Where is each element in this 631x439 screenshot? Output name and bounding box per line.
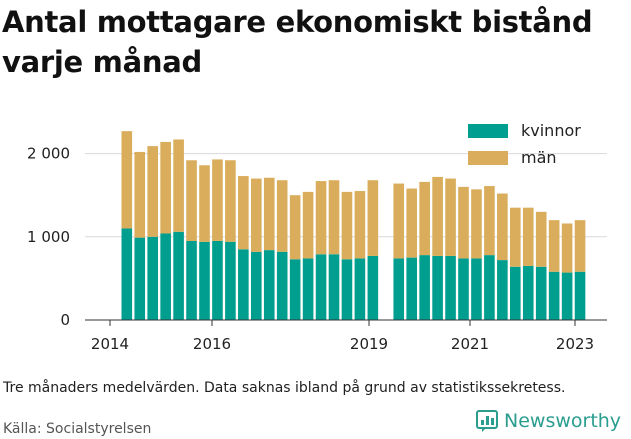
bar-kvinnor	[445, 255, 456, 320]
x-tick-label: 2016	[193, 335, 231, 350]
bar-man	[574, 220, 586, 272]
bar-kvinnor	[458, 258, 469, 320]
bar-kvinnor	[302, 258, 314, 320]
bar-kvinnor	[251, 251, 262, 320]
bar-kvinnor	[561, 272, 573, 320]
y-tick-label: 2 000	[27, 145, 70, 163]
y-tick-label: 0	[60, 311, 70, 329]
bar-man	[419, 181, 430, 256]
bar-kvinnor	[160, 233, 171, 320]
bar-kvinnor	[419, 255, 430, 320]
bar-kvinnor	[225, 241, 236, 320]
legend-swatch	[468, 124, 508, 138]
bar-man	[199, 165, 210, 242]
bar-kvinnor	[186, 240, 197, 320]
bar-kvinnor	[393, 258, 405, 320]
x-tick-label: 2014	[91, 335, 129, 350]
bar-man	[302, 191, 314, 259]
bar-kvinnor	[354, 258, 366, 320]
legend-label: kvinnor	[521, 121, 581, 140]
legend-label: män	[521, 148, 557, 167]
bar-man	[484, 186, 495, 256]
bar-man	[121, 131, 133, 229]
bar-kvinnor	[328, 254, 340, 320]
bar-kvinnor	[367, 255, 379, 320]
legend-swatch	[468, 151, 508, 165]
bar-man	[535, 211, 547, 267]
bar-kvinnor	[147, 236, 158, 320]
source-label: Källa: Socialstyrelsen	[3, 421, 152, 437]
bar-man	[289, 195, 301, 260]
bar-man	[393, 183, 405, 259]
stacked-bar-chart: 0 1 000 2 000 2014 2016 2019 2021 2023 kvinnor mä…	[27, 121, 607, 350]
bar-man	[561, 223, 573, 273]
bar-man	[160, 141, 171, 234]
logo-text: Newsworthy	[504, 410, 622, 432]
bar-man	[406, 188, 417, 258]
newsworthy-logo-icon	[476, 410, 498, 432]
y-tick-label: 1 000	[27, 228, 70, 246]
bar-kvinnor	[548, 271, 560, 320]
bar-man	[173, 139, 184, 232]
bar-man	[497, 193, 508, 261]
bar-kvinnor	[263, 250, 275, 320]
bar-man	[328, 180, 340, 255]
x-tick-label: 2021	[451, 335, 489, 350]
bar-man	[238, 176, 249, 250]
bar-kvinnor	[510, 266, 521, 320]
bar-kvinnor	[289, 259, 301, 320]
bar-man	[354, 191, 366, 259]
bar-kvinnor	[199, 241, 210, 320]
bar-kvinnor	[535, 266, 547, 320]
bar-man	[212, 159, 223, 241]
bar-kvinnor	[341, 259, 353, 320]
bar-kvinnor	[173, 231, 184, 320]
bar-kvinnor	[406, 257, 417, 320]
x-tick-label: 2023	[556, 335, 594, 350]
bar-man	[341, 191, 353, 260]
bar-man	[251, 178, 262, 252]
bar-man	[471, 189, 482, 259]
bar-man	[186, 160, 197, 241]
bar-kvinnor	[522, 265, 534, 320]
bar-man	[225, 160, 236, 242]
bar-kvinnor	[276, 251, 288, 320]
bar-man	[276, 180, 288, 252]
bar-kvinnor	[315, 254, 327, 320]
bar-kvinnor	[121, 228, 133, 320]
newsworthy-logo: Newsworthy	[476, 410, 621, 432]
bar-kvinnor	[432, 255, 443, 320]
bar-man	[147, 146, 158, 237]
bar-man	[522, 207, 534, 266]
bar-kvinnor	[212, 240, 223, 320]
bar-man	[458, 186, 469, 259]
bar-kvinnor	[497, 260, 508, 320]
bar-man	[445, 178, 456, 256]
bar-kvinnor	[238, 249, 249, 320]
chart-title: Antal mottagare ekonomiskt bistånd varje…	[2, 5, 593, 79]
bar-man	[315, 181, 327, 255]
x-tick-label: 2019	[350, 335, 388, 350]
bar-man	[367, 180, 379, 256]
bar-kvinnor	[574, 271, 586, 320]
bar-man	[548, 220, 560, 272]
bar-man	[263, 177, 275, 251]
bar-man	[134, 151, 146, 238]
bar-kvinnor	[471, 258, 482, 320]
bar-man	[510, 207, 521, 267]
bar-man	[432, 176, 443, 256]
chart-note: Tre månaders medelvärden. Data saknas ib…	[3, 380, 566, 396]
bar-kvinnor	[134, 237, 146, 320]
bar-kvinnor	[484, 255, 495, 320]
